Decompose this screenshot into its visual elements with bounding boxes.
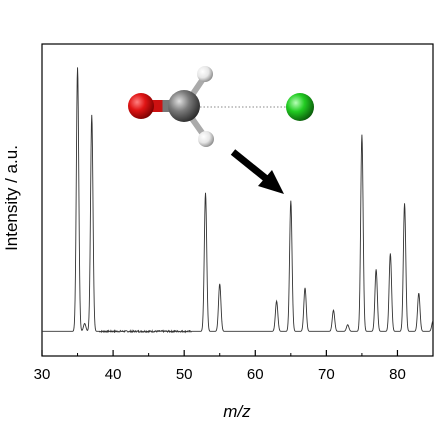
y-axis-title: Intensity / a.u. [2,145,21,251]
spectrum-series-line [42,67,434,334]
x-tick-label: 30 [34,366,51,383]
arrow-shaft [230,149,272,184]
hydrogen-atom-upper [197,66,213,82]
plot-frame [41,43,434,357]
carbon-atom [168,90,200,122]
x-tick-label: 50 [176,366,193,383]
x-axis: 30 40 50 60 70 80 [34,350,406,383]
x-axis-title: m/z [223,402,251,421]
molecule-inset [128,66,314,147]
x-tick-label: 80 [389,366,406,383]
chlorine-atom [286,93,314,121]
hydrogen-atom-lower [198,131,214,147]
x-tick-label: 40 [105,366,122,383]
arrow-head [258,170,284,194]
x-tick-label: 70 [318,366,335,383]
oxygen-atom [128,93,154,119]
x-tick-label: 60 [247,366,264,383]
annotation-arrow [230,149,284,194]
